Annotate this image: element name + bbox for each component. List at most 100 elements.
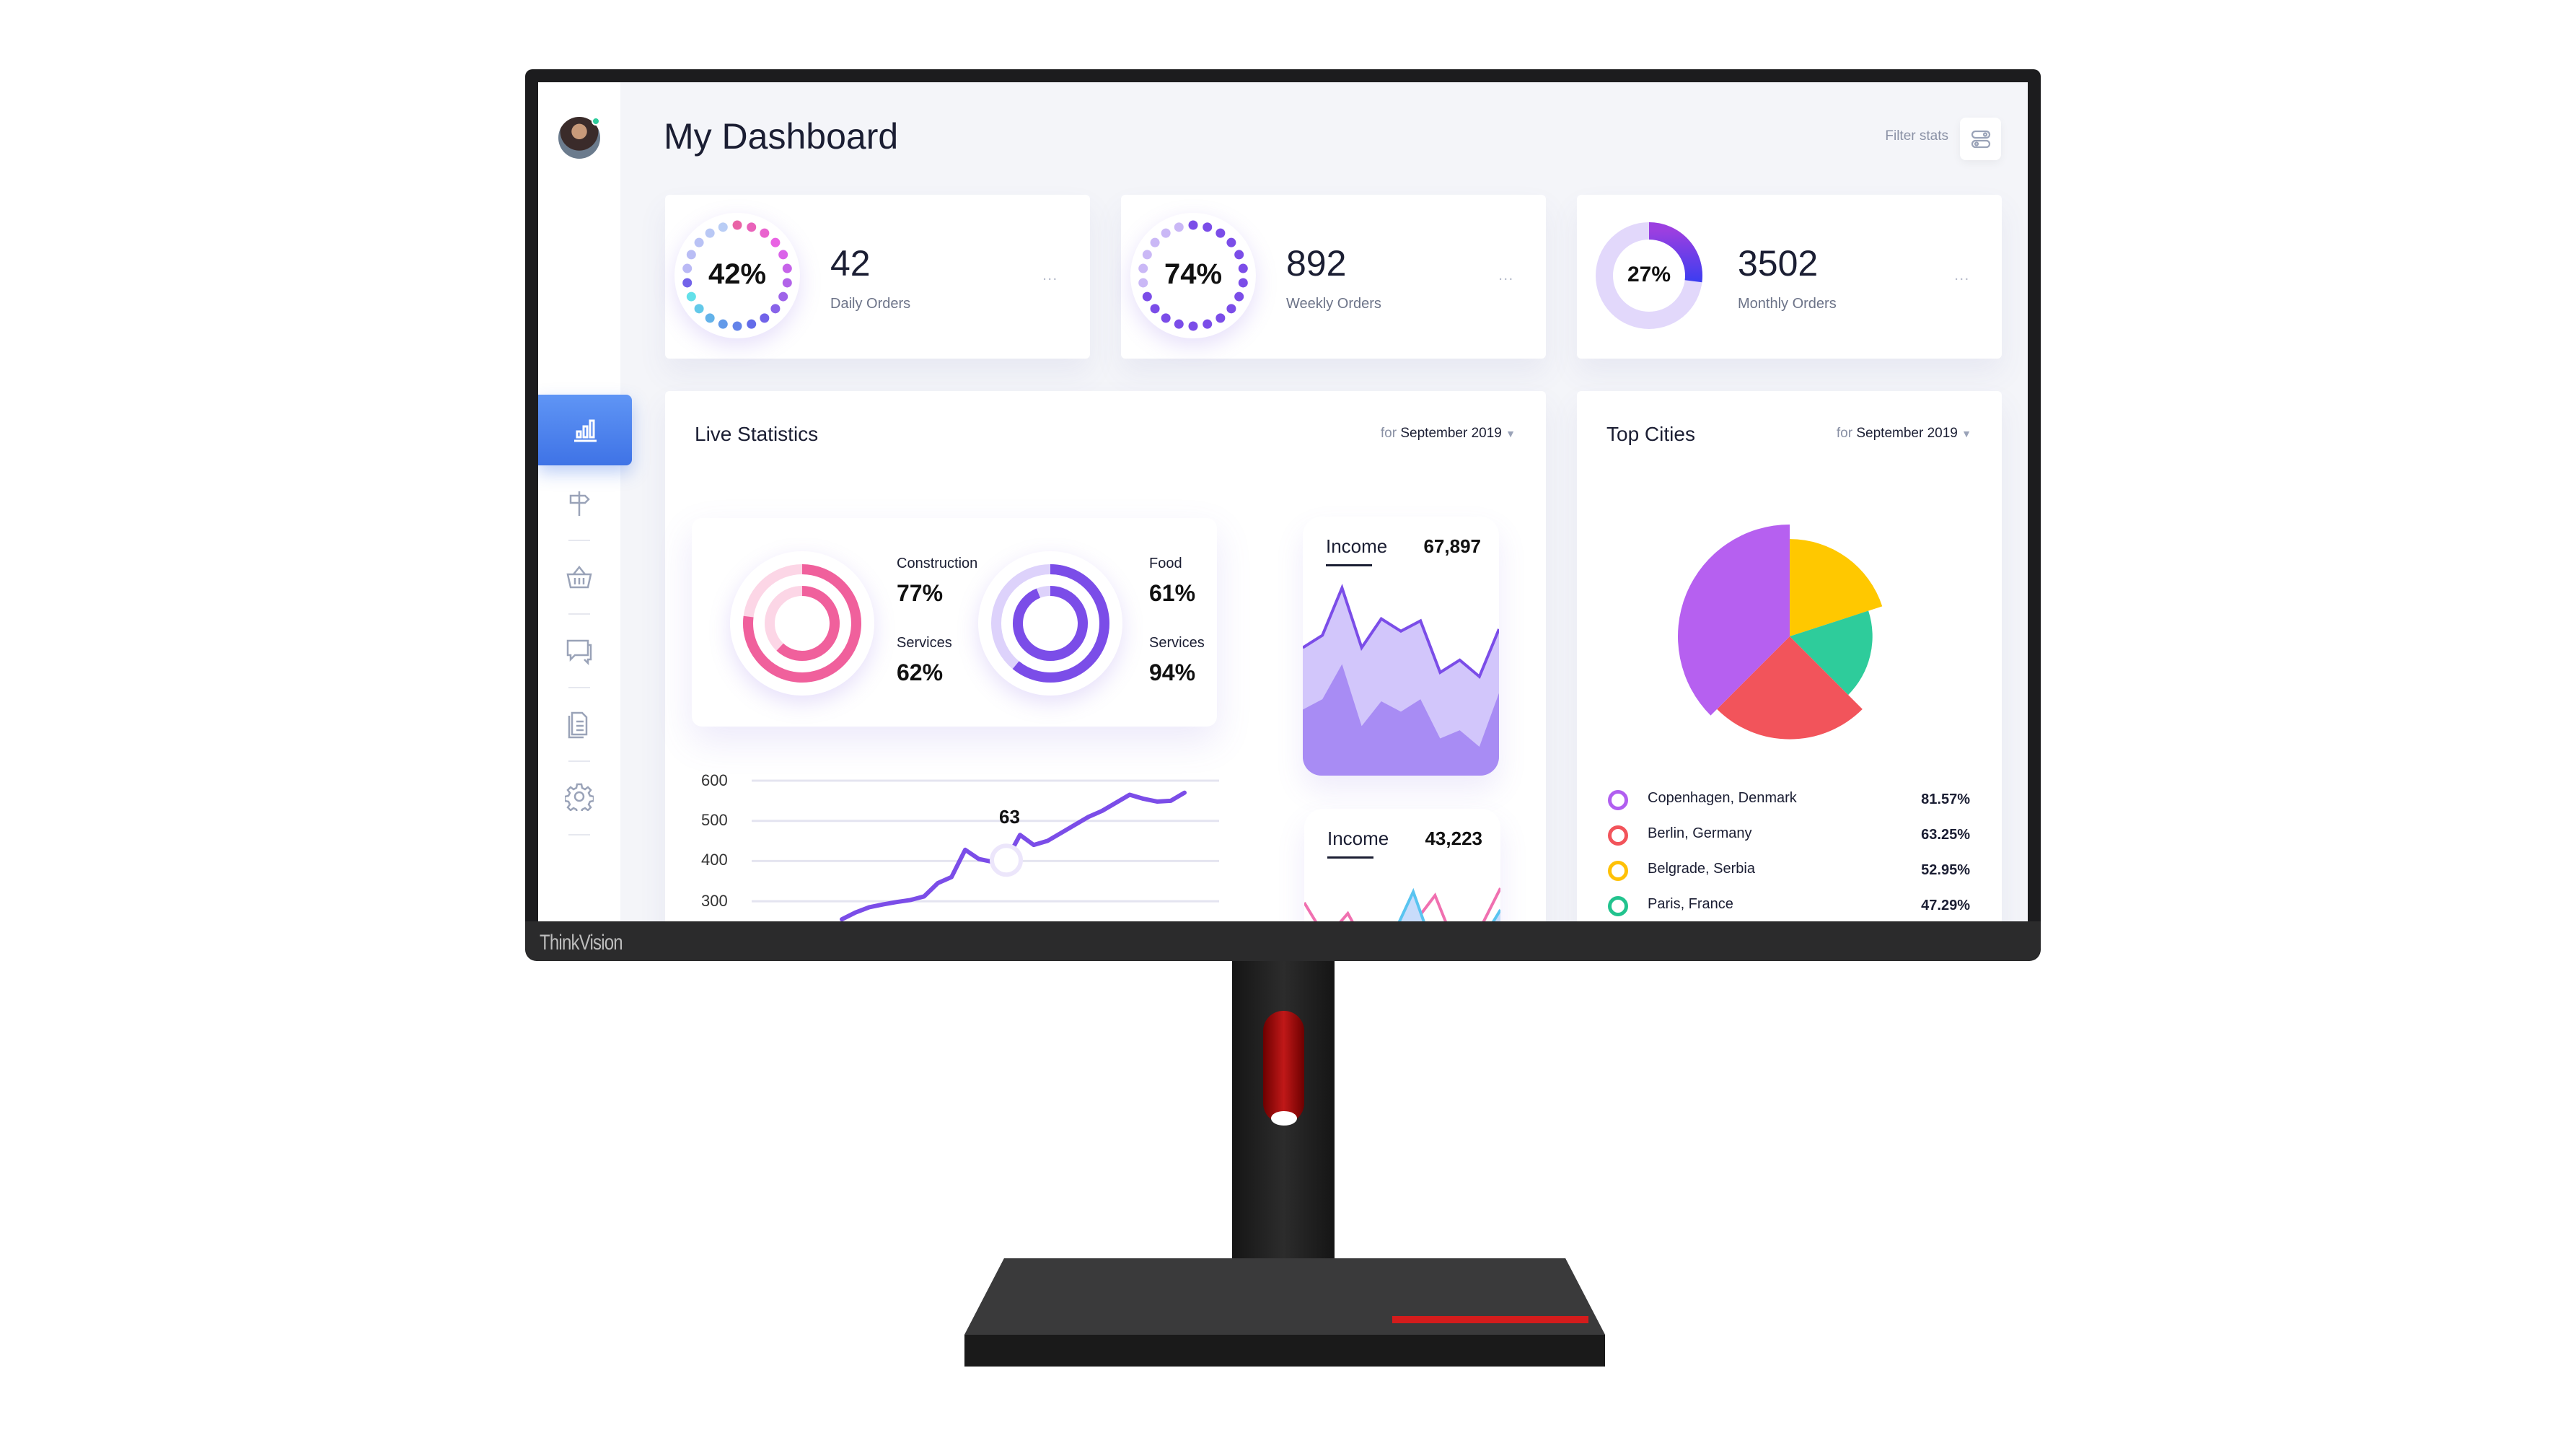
ring-dot [770, 304, 781, 314]
ring-dot [732, 220, 742, 230]
ring-dot [686, 291, 696, 302]
online-status-dot [592, 117, 600, 126]
city-name: Belgrade, Serbia [1648, 861, 1755, 877]
divider [568, 687, 590, 688]
ring-dot [747, 319, 757, 329]
ring-dot [718, 319, 728, 329]
area-series [1399, 892, 1500, 921]
monitor-chin [525, 921, 2041, 961]
income-mini-chart [1304, 887, 1500, 921]
pie-slice [1678, 525, 1790, 716]
document-icon[interactable] [565, 710, 594, 739]
gear-icon[interactable] [565, 782, 594, 811]
income-card: Income 43,223 [1304, 809, 1500, 921]
stat-percent: 42% [708, 258, 767, 290]
ring-dot [1226, 304, 1236, 314]
ring-dot [1238, 263, 1248, 273]
sidebar-item-statistics[interactable] [538, 395, 632, 465]
ring-dot [1150, 304, 1160, 314]
ring-dot [1161, 313, 1171, 323]
more-options-button[interactable]: ... [1954, 266, 1970, 284]
income-area-chart [1303, 583, 1499, 776]
cable-hole [1263, 1011, 1304, 1123]
caret-down-icon: ▼ [1505, 428, 1516, 439]
ring-dot [1161, 228, 1171, 238]
legend-marker-icon [1608, 790, 1628, 810]
ring-percent: 62% [897, 659, 944, 685]
period-dropdown[interactable]: for September 2019 ▼ [1381, 426, 1516, 442]
stat-label: Monthly Orders [1738, 296, 1837, 312]
ring-dot [1142, 291, 1152, 302]
filter-stats-button[interactable] [1960, 118, 2001, 160]
ring-chart-construction [743, 564, 861, 683]
city-list-item: Berlin, Germany 63.25% [1577, 820, 2002, 848]
ring-label: Food [1149, 556, 1182, 571]
income-value: 43,223 [1425, 828, 1482, 849]
more-options-button[interactable]: ... [1042, 266, 1058, 284]
stat-card-daily: 42% 42 Daily Orders ... [665, 195, 1090, 359]
divider [568, 613, 590, 615]
more-options-button[interactable]: ... [1498, 266, 1514, 284]
ring-dot [760, 228, 770, 238]
ring-dot [1142, 250, 1152, 260]
ring-dot [778, 250, 788, 260]
ring-label: Services [897, 635, 952, 651]
monitor-stand-base [964, 1258, 1605, 1367]
for-label: for [1836, 426, 1853, 441]
y-tick: 500 [701, 811, 728, 829]
pie-slice [1790, 610, 1873, 696]
progress-ring [674, 213, 800, 338]
ring-label: Construction [897, 556, 978, 571]
city-value: 63.25% [1921, 827, 1970, 843]
divider [568, 760, 590, 762]
line-chart [752, 779, 1219, 921]
ring-dot [1203, 319, 1213, 329]
ring-dot [778, 291, 788, 302]
ring-label: Services [1149, 635, 1205, 651]
stat-percent: 27% [1627, 263, 1671, 286]
stat-label: Weekly Orders [1286, 296, 1381, 312]
legend-marker-icon [1608, 825, 1628, 846]
ring-chart-food [991, 564, 1109, 683]
ring-dot [1234, 250, 1244, 260]
basket-icon[interactable] [565, 563, 594, 592]
ring-dot [760, 313, 770, 323]
stat-value: 3502 [1738, 243, 1819, 284]
ring-dot [782, 263, 792, 273]
ring-dot [1138, 263, 1148, 273]
ring-dot [705, 228, 715, 238]
bar-chart-icon [574, 419, 597, 442]
y-tick: 600 [701, 771, 728, 789]
signpost-icon[interactable] [565, 489, 594, 518]
period-dropdown[interactable]: for September 2019 ▼ [1837, 426, 1971, 442]
progress-ring [1130, 213, 1256, 338]
highlight-label: 63 [999, 806, 1020, 828]
city-list-item: Belgrade, Serbia 52.95% [1577, 855, 2002, 884]
ring-dot [682, 263, 693, 273]
red-accent-strip [1392, 1316, 1588, 1323]
donut-progress [1648, 222, 1702, 283]
filter-stats-label[interactable]: Filter stats [1885, 128, 1948, 144]
ring-dot [718, 222, 728, 232]
divider [568, 834, 590, 835]
city-value: 47.29% [1921, 898, 1970, 913]
stat-card-monthly: 27% 3502 Monthly Orders ... [1577, 195, 2002, 359]
ring-dot [770, 237, 781, 247]
underline [1326, 564, 1372, 566]
pie-slice [1717, 636, 1863, 740]
ring-dot [1150, 237, 1160, 247]
panel-title: Top Cities [1606, 423, 1695, 445]
legend-marker-icon [1608, 896, 1628, 916]
ring-dot [1203, 222, 1213, 232]
ring-dot [1216, 228, 1226, 238]
ring-dot [1188, 321, 1198, 331]
area-line [1303, 583, 1499, 680]
ring-dot [694, 304, 704, 314]
panel-title: Live Statistics [695, 423, 819, 445]
chat-icon[interactable] [565, 636, 594, 665]
city-name: Paris, France [1648, 896, 1733, 912]
pie-slice [1790, 539, 1883, 636]
dashboard-screen: My Dashboard Filter stats 42% 42 Daily O… [538, 82, 2028, 921]
stat-card-weekly: 74% 892 Weekly Orders ... [1121, 195, 1546, 359]
layout-toggle-icon [1971, 130, 1991, 149]
